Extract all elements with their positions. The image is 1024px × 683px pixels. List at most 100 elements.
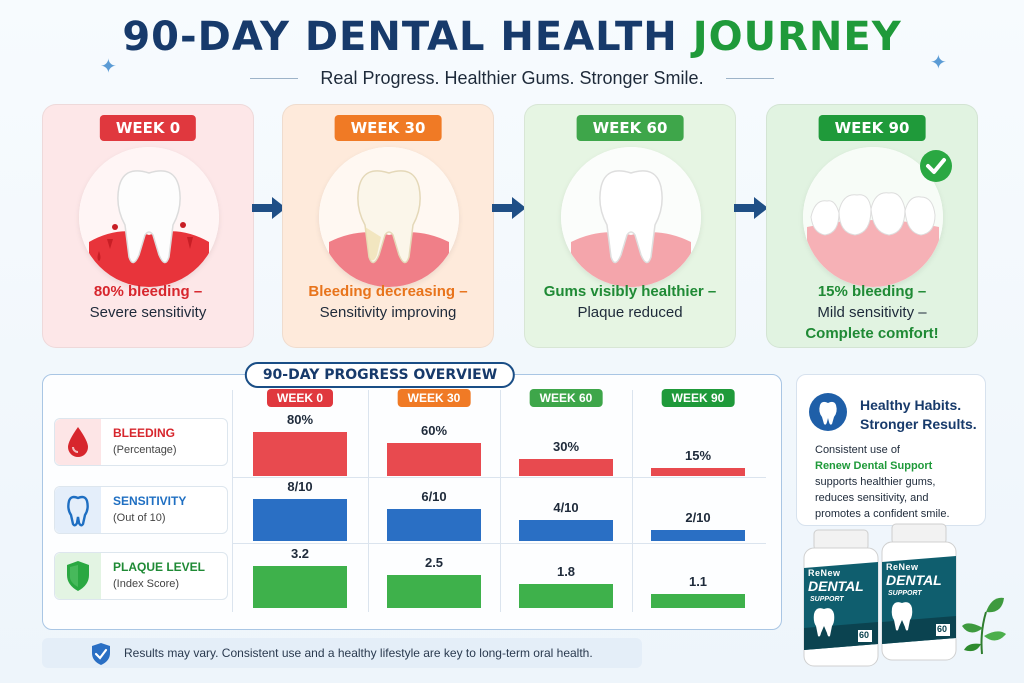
sparkle-icon: ✦ — [930, 50, 947, 74]
stage-card-week-90: WEEK 90 15% bleeding – Mild sensitivity … — [766, 104, 978, 348]
metric-sensitivity: SENSITIVITY (Out of 10) — [54, 486, 228, 534]
column-header-badge: WEEK 0 — [266, 389, 334, 407]
row-divider — [232, 543, 766, 544]
column-divider — [632, 390, 633, 612]
stage-detail: Mild sensitivity – — [817, 304, 927, 321]
promo-heading-line-1: Healthy Habits. — [860, 397, 962, 413]
bar-plaque-level — [651, 594, 745, 608]
bar-bleeding — [387, 443, 481, 476]
promo-text: Consistent use of Renew Dental Support s… — [815, 442, 975, 522]
stage-status: 80% bleeding – — [93, 283, 203, 300]
stage-card-week-0: WEEK 0 80% bleeding – Severe sensitivity — [42, 104, 254, 348]
bar-sensitivity — [253, 499, 347, 541]
metric-unit: (Index Score) — [113, 578, 180, 590]
stage-badge: WEEK 30 — [334, 115, 442, 141]
bar-value-label: 2/10 — [685, 510, 711, 525]
disclaimer-text: Results may vary. Consistent use and a h… — [124, 646, 593, 660]
metric-unit: (Out of 10) — [113, 512, 166, 524]
blood-drop-icon — [55, 419, 101, 465]
stage-badge: WEEK 0 — [99, 115, 197, 141]
promo-heading-line-2: Stronger Results. — [860, 416, 977, 432]
tooth-illustration — [79, 147, 219, 287]
bottle-count: 60 — [937, 624, 948, 634]
stage-status: Gums visibly healthier – — [543, 283, 717, 300]
column-header-badge: WEEK 30 — [397, 389, 471, 407]
bar-bleeding — [253, 432, 347, 476]
bar-bleeding — [651, 468, 745, 476]
teeth-illustration — [803, 147, 943, 287]
page-title: 90-DAY DENTAL HEALTH JOURNEY — [0, 14, 1024, 60]
row-divider — [232, 477, 766, 478]
bar-plaque-level — [519, 584, 613, 608]
metric-plaque-level: PLAQUE LEVEL (Index Score) — [54, 552, 228, 600]
column-divider — [368, 390, 369, 612]
bottle-name: DENTAL — [808, 578, 864, 594]
bar-sensitivity — [519, 520, 613, 541]
stage-detail: Plaque reduced — [577, 304, 683, 321]
promo-text-intro: Consistent use of — [815, 444, 900, 456]
metric-name: SENSITIVITY — [113, 494, 187, 508]
promo-brand: Renew Dental Support — [815, 460, 933, 472]
promo-heading: Healthy Habits. Stronger Results. — [860, 396, 977, 434]
title-accent: JOURNEY — [692, 14, 902, 60]
tooth-icon — [55, 487, 101, 533]
bottle-sub: SUPPORT — [810, 596, 844, 603]
stage-highlight: Complete comfort! — [805, 325, 939, 342]
column-header-badge: WEEK 60 — [529, 389, 603, 407]
bar-plaque-level — [387, 575, 481, 608]
arrow-right-icon — [492, 197, 526, 219]
column-divider — [232, 390, 233, 612]
metric-unit: (Percentage) — [113, 444, 177, 456]
bar-value-label: 1.1 — [688, 574, 708, 589]
tooth-icon — [809, 393, 847, 431]
metric-bleeding: BLEEDING (Percentage) — [54, 418, 228, 466]
subtitle-divider-left — [250, 78, 298, 79]
tooth-illustration — [561, 147, 701, 287]
stage-status: 15% bleeding – — [817, 283, 927, 300]
bar-sensitivity — [387, 509, 481, 541]
bar-plaque-level — [253, 566, 347, 608]
stage-status: Bleeding decreasing – — [308, 283, 468, 300]
promo-text-body: supports healthier gums, reduces sensiti… — [815, 476, 950, 520]
bottle-name: DENTAL — [886, 572, 942, 588]
bottle-sub: SUPPORT — [888, 590, 922, 597]
supplement-bottle: ReNew DENTAL SUPPORT 60 — [800, 528, 882, 668]
checkmark-icon — [920, 150, 952, 182]
bar-value-label: 8/10 — [287, 479, 313, 494]
bar-value-label: 80% — [286, 412, 314, 427]
bar-value-label: 4/10 — [553, 500, 579, 515]
stage-detail: Severe sensitivity — [89, 304, 207, 321]
subtitle: Real Progress. Healthier Gums. Stronger … — [320, 68, 704, 88]
bar-value-label: 1.8 — [556, 564, 576, 579]
shield-icon — [55, 553, 101, 599]
bar-value-label: 60% — [420, 423, 448, 438]
stage-card-week-60: WEEK 60 Gums visibly healthier – Plaque … — [524, 104, 736, 348]
bar-value-label: 30% — [552, 439, 580, 454]
arrow-right-icon — [252, 197, 286, 219]
bar-bleeding — [519, 459, 613, 476]
arrow-right-icon — [734, 197, 768, 219]
stage-badge: WEEK 90 — [818, 115, 926, 141]
bar-value-label: 6/10 — [421, 489, 447, 504]
bar-value-label: 15% — [684, 448, 712, 463]
bottle-count: 60 — [859, 630, 870, 640]
subtitle-divider-right — [726, 78, 774, 79]
metric-name: PLAQUE LEVEL — [113, 560, 206, 574]
stage-badge: WEEK 60 — [576, 115, 684, 141]
stage-card-week-30: WEEK 30 Bleeding decreasing – Sensitivit… — [282, 104, 494, 348]
bar-value-label: 3.2 — [290, 546, 310, 561]
supplement-bottle: ReNew DENTAL SUPPORT 60 — [878, 522, 960, 662]
bar-value-label: 2.5 — [424, 555, 444, 570]
bottle-brand: ReNew — [886, 562, 919, 572]
title-main: 90-DAY DENTAL HEALTH — [122, 14, 678, 60]
bar-sensitivity — [651, 530, 745, 541]
column-header-badge: WEEK 90 — [661, 389, 735, 407]
column-divider — [500, 390, 501, 612]
overview-title: 90-DAY PROGRESS OVERVIEW — [244, 362, 516, 388]
disclaimer-bar — [42, 638, 642, 668]
stage-detail: Sensitivity improving — [319, 304, 457, 321]
metric-name: BLEEDING — [113, 426, 176, 440]
sparkle-icon: ✦ — [100, 54, 117, 78]
tooth-illustration — [319, 147, 459, 287]
shield-check-icon — [92, 643, 110, 665]
